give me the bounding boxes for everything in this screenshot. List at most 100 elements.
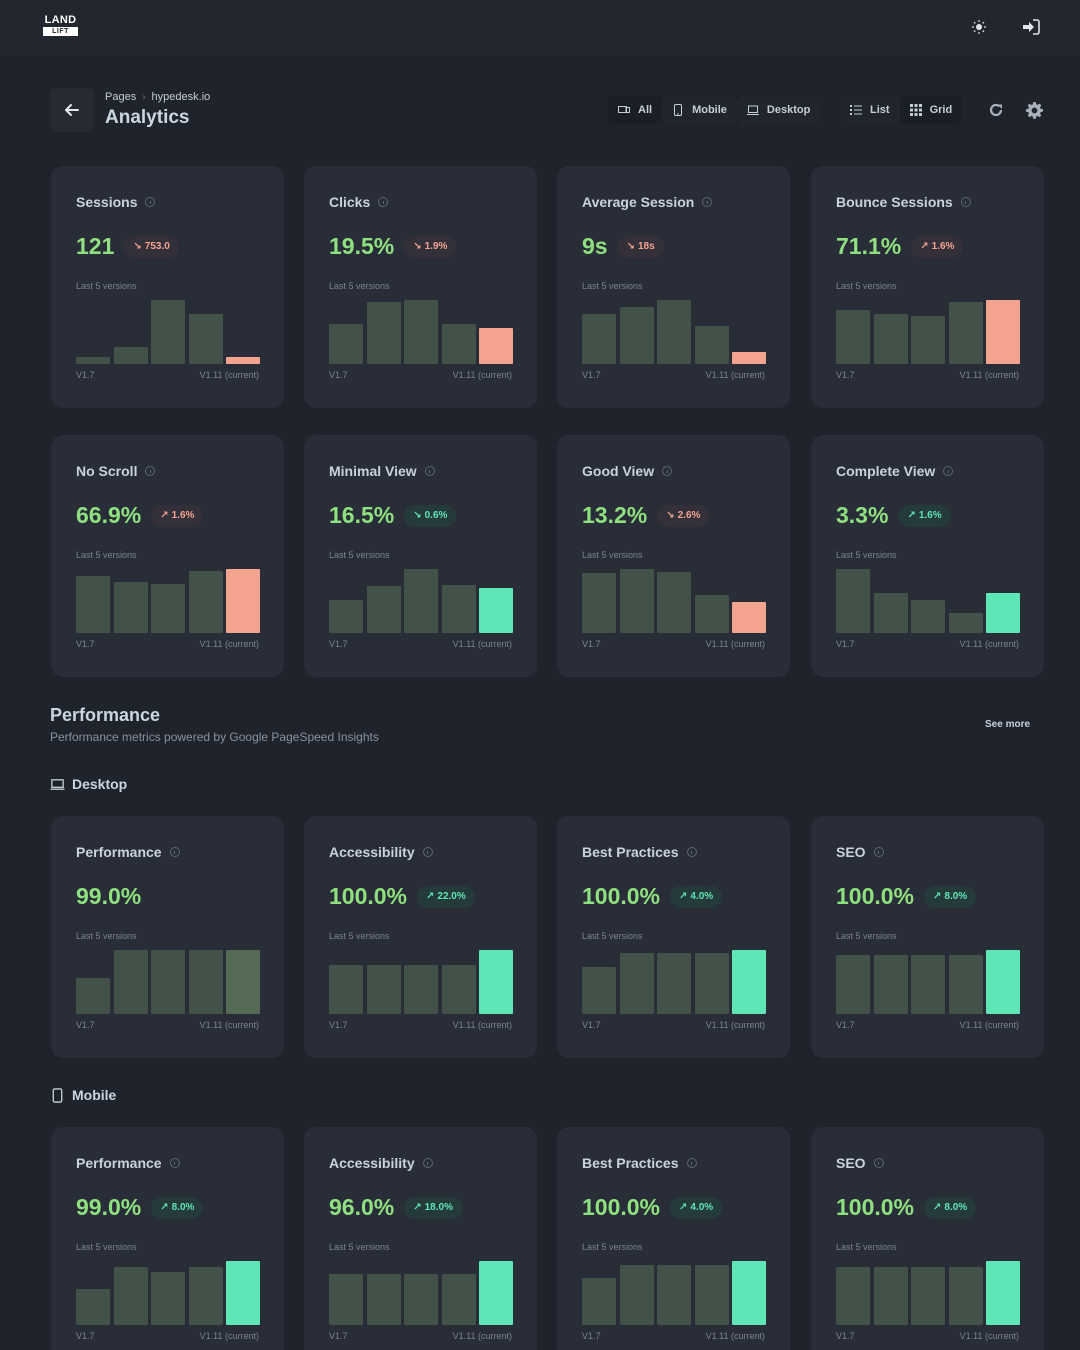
metric-card-performance[interactable]: Performance 99.0% Last 5 versions V1.7 V1.11… <box>51 816 284 1058</box>
bar-version-1[interactable] <box>836 1266 870 1325</box>
metric-card-clicks[interactable]: Clicks 19.5% ↘ 1.9% Last 5 versions V1.7 V1.11… <box>304 166 537 408</box>
bar-version-2[interactable] <box>113 1266 148 1325</box>
filter-all[interactable]: All <box>608 96 663 124</box>
bar-version-3[interactable] <box>657 300 691 364</box>
metric-card-seo[interactable]: SEO 100.0% ↗ 8.0% Last 5 versions V1.7 V1.11 (… <box>811 816 1044 1058</box>
bar-version-2[interactable] <box>366 586 401 633</box>
bar-version-4[interactable] <box>694 326 729 364</box>
metric-card-complete-view[interactable]: Complete View 3.3% ↗ 1.6% Last 5 versions V1.… <box>811 435 1044 677</box>
info-icon[interactable] <box>686 1158 697 1168</box>
bar-current-version[interactable] <box>226 950 260 1014</box>
bar-version-3[interactable] <box>911 600 945 633</box>
logo[interactable]: LAND LIFT <box>42 15 79 37</box>
bar-version-1[interactable] <box>76 977 110 1014</box>
bar-version-2[interactable] <box>366 301 401 364</box>
bar-version-3[interactable] <box>151 583 185 633</box>
info-icon[interactable] <box>422 847 433 857</box>
metric-card-accessibility[interactable]: Accessibility 96.0% ↗ 18.0% Last 5 versions V… <box>304 1127 537 1350</box>
bar-version-4[interactable] <box>441 1273 476 1325</box>
metric-card-sessions[interactable]: Sessions 121 ↘ 753.0 Last 5 versions V1.7 V1.1… <box>51 166 284 408</box>
breadcrumb-pages[interactable]: Pages <box>105 91 137 103</box>
metric-card-best-practices[interactable]: Best Practices 100.0% ↗ 4.0% Last 5 versions… <box>557 1127 790 1350</box>
metric-card-average-session[interactable]: Average Session 9s ↘ 18s Last 5 versions V1.7… <box>557 166 790 408</box>
info-icon[interactable] <box>873 1158 884 1168</box>
bar-version-2[interactable] <box>619 307 654 364</box>
bar-version-3[interactable] <box>657 953 691 1014</box>
bar-version-2[interactable] <box>873 592 908 633</box>
bar-version-4[interactable] <box>948 1266 983 1325</box>
metric-card-good-view[interactable]: Good View 13.2% ↘ 2.6% Last 5 versions V1.7 V1… <box>557 435 790 677</box>
bar-version-1[interactable] <box>76 576 110 633</box>
bar-version-2[interactable] <box>113 950 148 1014</box>
bar-version-4[interactable] <box>188 950 223 1014</box>
bar-version-3[interactable] <box>657 572 691 633</box>
bar-version-3[interactable] <box>404 965 438 1014</box>
filter-mobile[interactable]: Mobile <box>662 96 737 124</box>
bar-version-2[interactable] <box>619 1264 654 1325</box>
info-icon[interactable] <box>424 466 435 476</box>
bar-current-version[interactable] <box>479 1261 513 1325</box>
bar-version-4[interactable] <box>694 594 729 633</box>
sun-icon[interactable] <box>968 16 990 38</box>
info-icon[interactable] <box>960 197 971 207</box>
bar-version-4[interactable] <box>948 612 983 633</box>
bar-version-1[interactable] <box>836 310 870 364</box>
metric-card-bounce-sessions[interactable]: Bounce Sessions 71.1% ↗ 1.6% Last 5 versions… <box>811 166 1044 408</box>
bar-version-1[interactable] <box>329 324 363 364</box>
bar-version-2[interactable] <box>113 346 148 364</box>
bar-current-version[interactable] <box>732 1261 766 1325</box>
bar-current-version[interactable] <box>986 950 1020 1014</box>
bar-version-4[interactable] <box>188 570 223 633</box>
bar-version-4[interactable] <box>694 1264 729 1325</box>
metric-card-seo[interactable]: SEO 100.0% ↗ 8.0% Last 5 versions V1.7 V1.11 (… <box>811 1127 1044 1350</box>
bar-current-version[interactable] <box>479 950 513 1014</box>
bar-version-3[interactable] <box>151 300 185 364</box>
info-icon[interactable] <box>662 466 673 476</box>
bar-version-3[interactable] <box>151 950 185 1014</box>
view-grid[interactable]: Grid <box>899 96 963 124</box>
bar-version-2[interactable] <box>873 314 908 364</box>
bar-current-version[interactable] <box>226 356 260 364</box>
bar-version-4[interactable] <box>188 314 223 364</box>
info-icon[interactable] <box>943 466 954 476</box>
bar-version-1[interactable] <box>329 965 363 1014</box>
metric-card-minimal-view[interactable]: Minimal View 16.5% ↘ 0.6% Last 5 versions V1.… <box>304 435 537 677</box>
bar-version-4[interactable] <box>948 301 983 364</box>
bar-version-2[interactable] <box>366 965 401 1014</box>
bar-version-1[interactable] <box>582 967 616 1014</box>
bar-version-1[interactable] <box>836 569 870 633</box>
bar-current-version[interactable] <box>732 601 766 633</box>
info-icon[interactable] <box>169 1158 180 1168</box>
metric-card-no-scroll[interactable]: No Scroll 66.9% ↗ 1.6% Last 5 versions V1.7 V1… <box>51 435 284 677</box>
bar-version-1[interactable] <box>836 955 870 1014</box>
bar-version-1[interactable] <box>329 599 363 633</box>
info-icon[interactable] <box>145 197 156 207</box>
bar-version-2[interactable] <box>619 953 654 1014</box>
settings-button[interactable] <box>1022 98 1046 122</box>
view-list[interactable]: List <box>840 96 900 124</box>
bar-current-version[interactable] <box>732 351 766 364</box>
info-icon[interactable] <box>169 847 180 857</box>
metric-card-best-practices[interactable]: Best Practices 100.0% ↗ 4.0% Last 5 versions… <box>557 816 790 1058</box>
bar-version-4[interactable] <box>441 324 476 364</box>
bar-version-4[interactable] <box>441 965 476 1014</box>
metric-card-performance[interactable]: Performance 99.0% ↗ 8.0% Last 5 versions V1.7… <box>51 1127 284 1350</box>
info-icon[interactable] <box>145 466 156 476</box>
bar-current-version[interactable] <box>226 1261 260 1325</box>
bar-version-4[interactable] <box>188 1266 223 1325</box>
bar-version-3[interactable] <box>404 1273 438 1325</box>
bar-version-1[interactable] <box>76 1288 110 1325</box>
bar-current-version[interactable] <box>986 593 1020 633</box>
bar-current-version[interactable] <box>479 327 513 364</box>
bar-version-2[interactable] <box>366 1273 401 1325</box>
info-icon[interactable] <box>422 1158 433 1168</box>
bar-version-1[interactable] <box>76 356 110 364</box>
bar-version-4[interactable] <box>441 585 476 633</box>
bar-current-version[interactable] <box>479 587 513 633</box>
bar-version-1[interactable] <box>582 572 616 633</box>
bar-version-3[interactable] <box>657 1264 691 1325</box>
bar-version-2[interactable] <box>619 569 654 633</box>
bar-version-3[interactable] <box>404 300 438 364</box>
back-button[interactable] <box>50 88 94 132</box>
bar-version-2[interactable] <box>873 955 908 1014</box>
